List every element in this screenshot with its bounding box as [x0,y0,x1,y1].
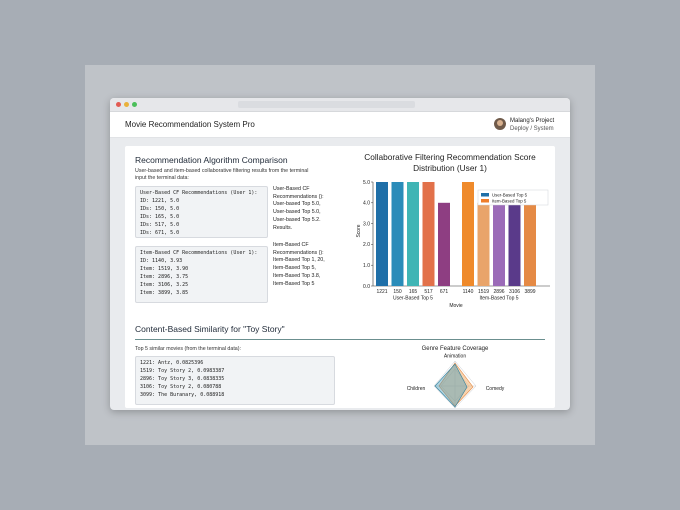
chart-bar [422,182,435,286]
minimize-window-button[interactable] [124,102,129,107]
chart-title-line-1: Collaborative Filtering Recommendation S… [364,152,536,162]
chart-legend-swatch [481,199,489,203]
project-name: Malang's Project [510,118,555,124]
chart-group-label: Item-Based Top 5 [479,296,518,302]
chart-x-tick-label: 2896 [493,289,504,295]
algo-desc-2: input the terminal data: [135,175,189,181]
chart-x-tick-label: 150 [393,289,402,295]
main-card: Recommendation Algorithm Comparison User… [125,146,555,409]
item-cf-note: Item-Based CF Recommendations (): Item-B… [273,242,325,287]
chart-legend-label: User-Based Top 5 [492,192,528,197]
close-window-button[interactable] [116,102,121,107]
chart-x-tick-label: 3899 [524,289,535,295]
app-title: Movie Recommendation System Pro [125,120,255,129]
radar-title: Genre Feature Coverage [422,346,489,352]
chart-bar [493,202,505,286]
algo-section-title: Recommendation Algorithm Comparison [135,155,288,165]
chart-y-tick-label: 2.0 [363,242,370,248]
score-bar-chart: Collaborative Filtering Recommendation S… [356,152,550,309]
chart-group-label: User-Based Top 5 [393,296,433,302]
chart-legend-swatch [481,193,489,197]
user-cf-note: User-Based CF Recommendations (): User-b… [273,186,324,231]
content-code-block: 1221: Antz, 0.0825396 1519: Toy Story 2,… [135,356,335,405]
radar-label-comedy: Comedy [486,386,505,392]
chart-title-line-2: Distribution (User 1) [413,163,487,173]
chart-x-label: Movie [449,303,463,309]
chart-x-tick-label: 165 [409,289,418,295]
user-avatar[interactable] [494,118,506,130]
chart-x-tick-label: 3106 [509,289,520,295]
chart-x-tick-label: 1221 [376,289,387,295]
radar-series-1 [434,363,468,408]
content-section-title: Content-Based Similarity for "Toy Story" [135,324,285,334]
chart-y-tick-label: 4.0 [363,201,370,207]
chart-bar [438,202,450,286]
chart-bar [376,182,388,286]
radar-series-2 [438,362,474,407]
user-cf-code-block: User-Based CF Recommendations (User 1): … [135,186,268,238]
chart-bar [477,202,490,286]
section-divider [135,339,545,340]
chart-legend-label: Item-Based Top 5 [492,198,527,203]
chart-x-tick-label: 517 [424,289,433,295]
maximize-window-button[interactable] [132,102,137,107]
title-bar [110,98,570,112]
chart-legend-box [477,189,549,206]
chart-x-tick-label: 1519 [478,289,489,295]
radar-label-children: Children [407,386,426,392]
chart-y-label: Score [356,224,362,237]
chart-bar [407,182,419,286]
project-info[interactable]: Malang's Project Deploy / System [510,117,554,133]
chart-y-tick-label: 3.0 [363,221,370,227]
chart-y-tick-label: 1.0 [363,263,370,269]
item-cf-code-block: Item-Based CF Recommendations (User 1): … [135,246,268,303]
chart-x-tick-label: 671 [440,289,449,295]
radar-label-animation: Animation [444,354,466,360]
app-header: Movie Recommendation System Pro Malang's… [110,112,570,138]
algo-desc-1: User-based and item-based collaborative … [135,168,309,174]
chart-bar [508,202,521,286]
chart-bars: 1221 150 165 517 671 User-Based Top 5 1140 1519… [376,182,536,302]
address-bar[interactable] [238,101,415,108]
genre-radar-chart: Genre Feature Coverage Animation Childre… [407,346,505,409]
chart-bar [524,202,536,286]
chart-y-tick-label: 0.0 [363,284,370,290]
chart-bar [462,182,474,286]
content-desc: Top 5 similar movies (from the terminal … [135,346,241,352]
chart-y-tick-label: 5.0 [363,180,370,186]
project-subtitle: Deploy / System [510,126,554,132]
chart-bar [391,182,404,286]
app-window: Movie Recommendation System Pro Malang's… [110,98,570,410]
chart-x-tick-label: 1140 [463,289,474,295]
